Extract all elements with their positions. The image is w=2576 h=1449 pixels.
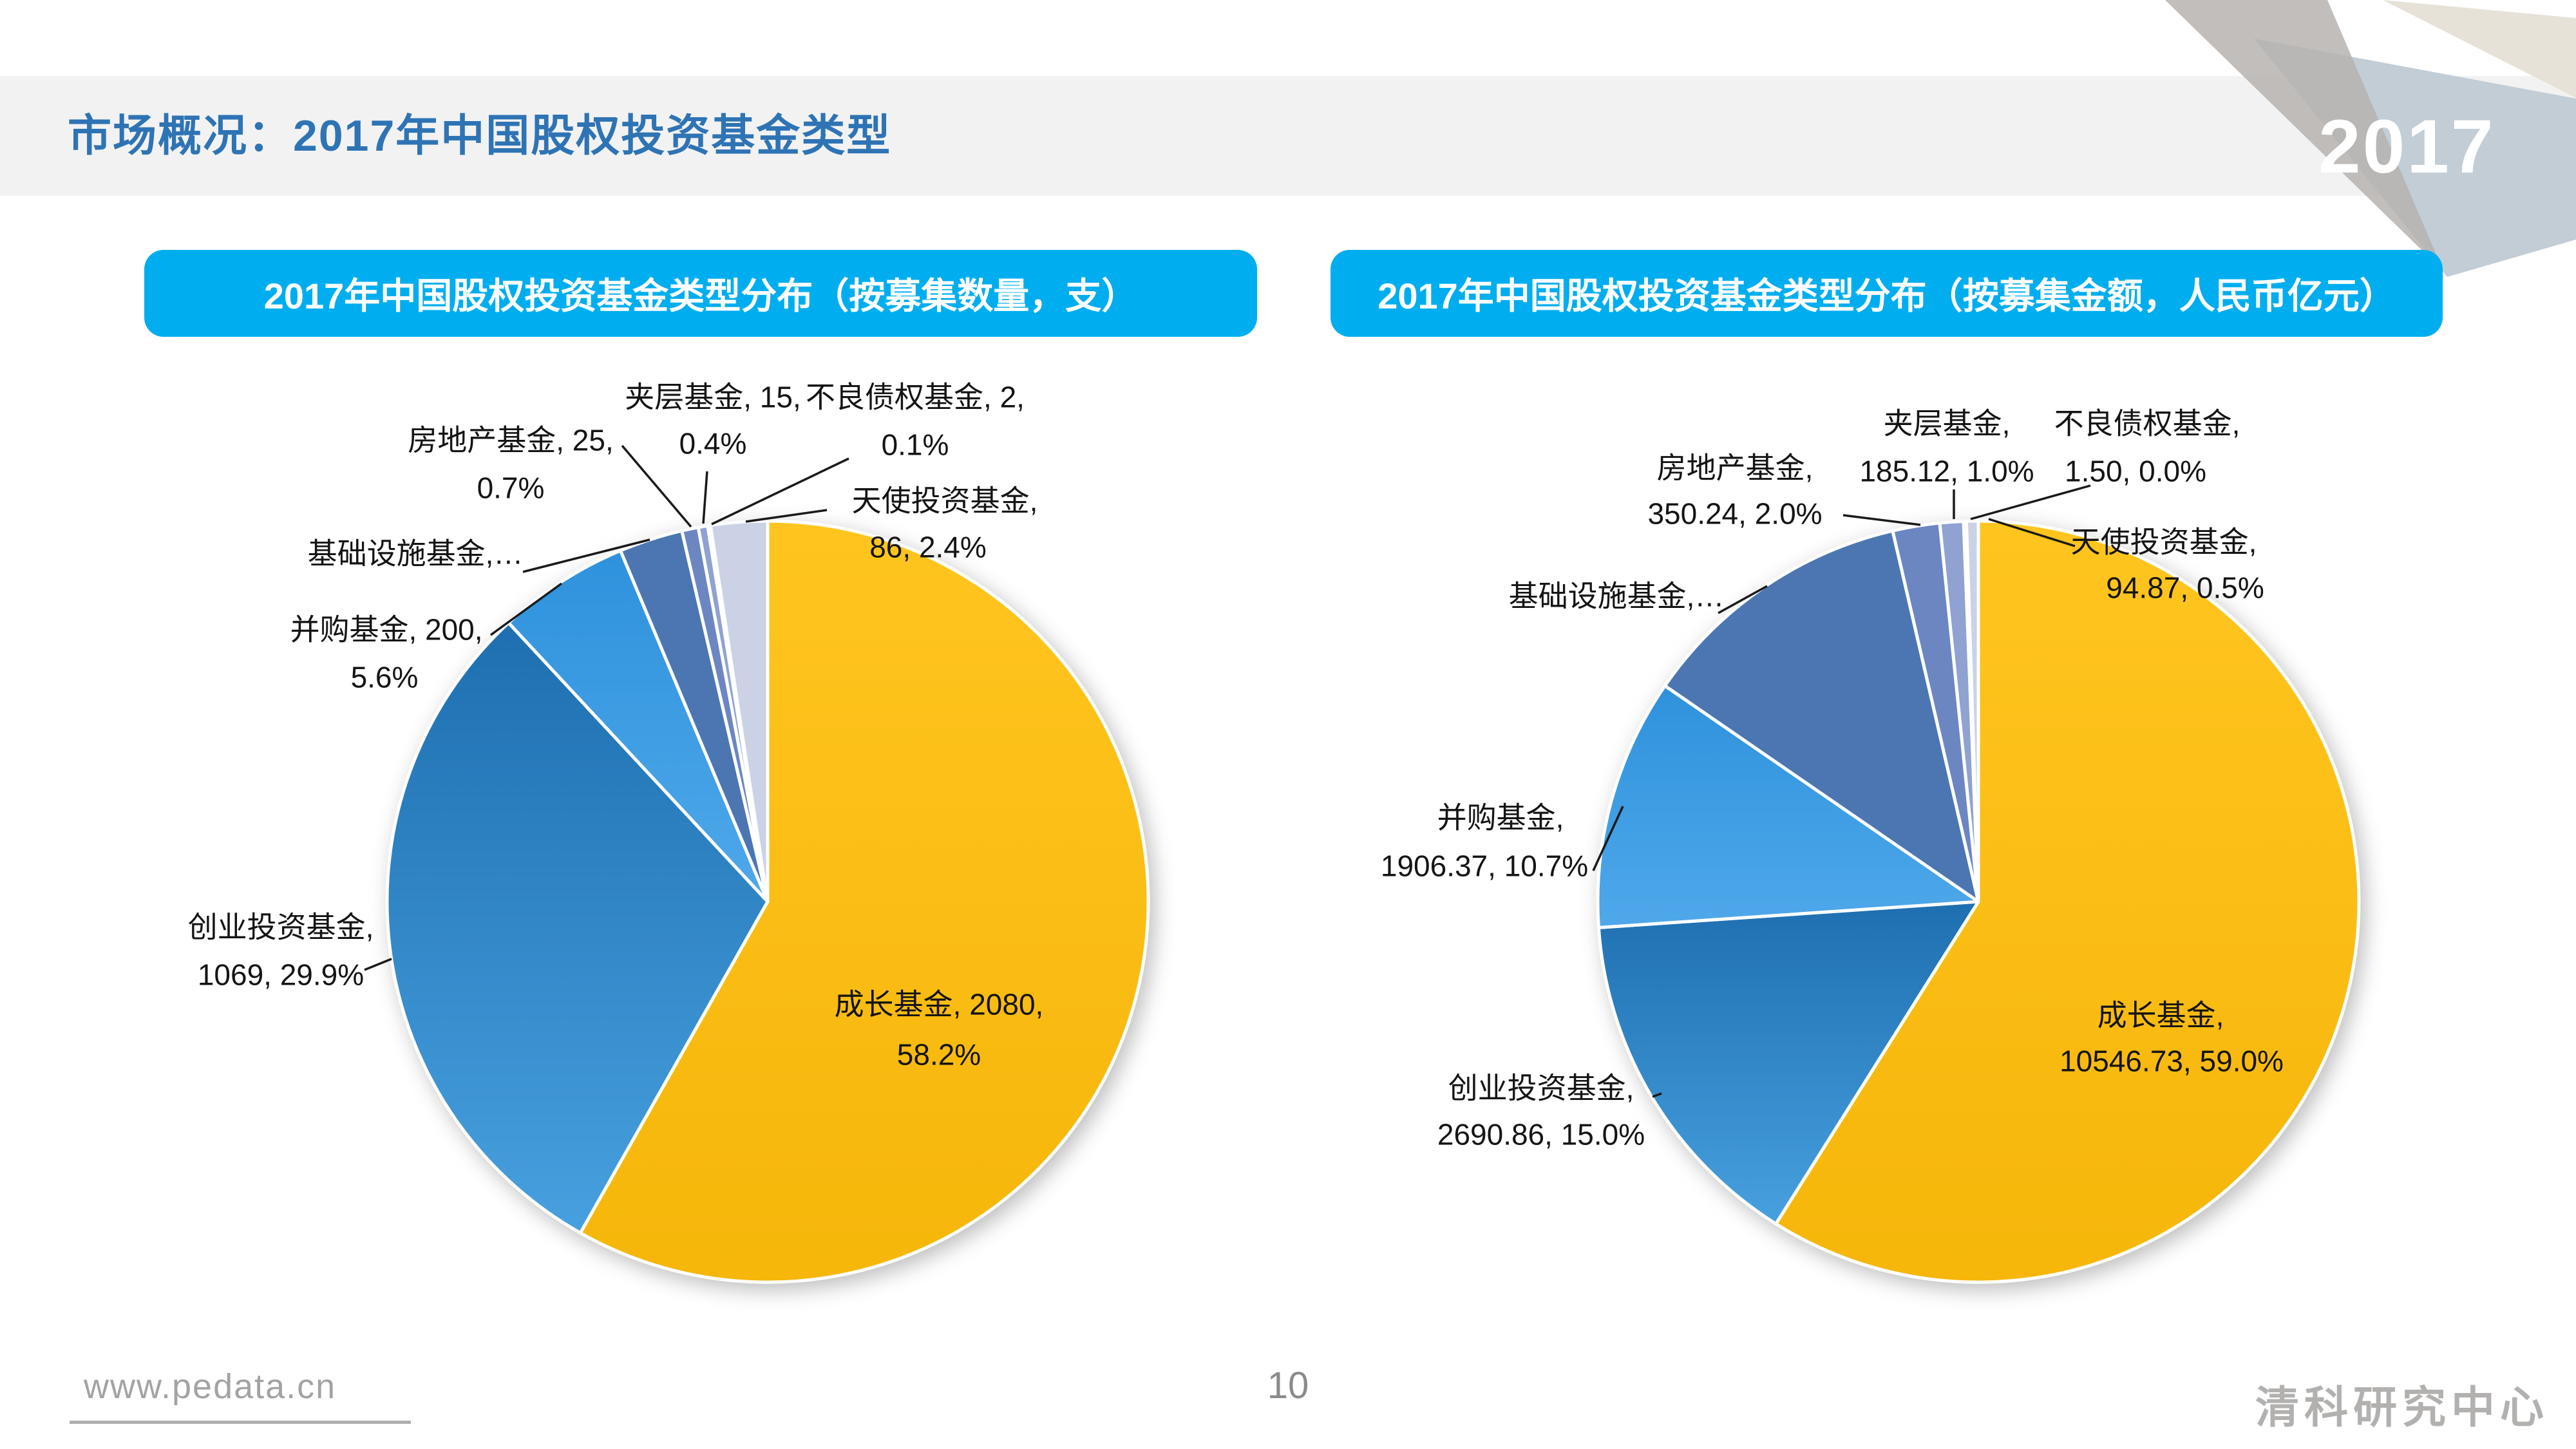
pie-slice-成长基金 (578, 519, 1150, 1284)
chart-title-bar-left: 2017年中国股权投资基金类型分布（按募集数量，支） (144, 250, 1257, 337)
callout-leader-lines (364, 444, 2091, 1098)
pie-callout-label: 2690.86, 15.0% (1437, 1117, 1645, 1151)
pie-callout-label: 房地产基金, (1656, 451, 1814, 485)
pie-callout-label: 创业投资基金, (1448, 1071, 1634, 1105)
footer-page-number: 10 (1267, 1365, 1309, 1406)
pie-callout-label: 0.7% (477, 471, 545, 505)
pie-callout-label: 86, 2.4% (869, 530, 987, 564)
pie-slice-创业投资基金 (1596, 900, 1980, 1226)
pie-slice-天使投资基金 (708, 519, 770, 904)
callout-leader-line (621, 444, 692, 528)
pie-callout-label: 1069, 29.9% (197, 958, 365, 992)
pie-callout-label: 185.12, 1.0% (1859, 454, 2034, 488)
callout-leader-line (1970, 484, 2091, 520)
pie-slice-天使投资基金 (1964, 519, 1980, 904)
pie-callout-label: 并购基金, (1437, 800, 1564, 835)
pie-callout-label: 基础设施基金,… (1508, 579, 1725, 613)
callout-leader-line (1592, 806, 1624, 871)
pie-callout-label: 天使投资基金, (2070, 525, 2257, 559)
pie-callout-label: 0.1% (881, 428, 949, 462)
callout-leader-line (745, 509, 828, 523)
pie-callout-label: 不良债权基金, 2, (806, 380, 1025, 414)
pie-callout-label: 58.2% (896, 1037, 981, 1072)
callout-leader-line (1652, 1092, 1662, 1098)
year-badge: 2017 (2318, 104, 2496, 189)
beige-triangle (2383, 0, 2576, 98)
pie-callout-label: 夹层基金, (1883, 406, 2011, 440)
pie-callout-label: 基础设施基金,… (307, 536, 524, 571)
footer-divider (70, 1421, 411, 1424)
pie-callout-label: 成长基金, (2097, 998, 2224, 1032)
pie-callout-label: 10546.73, 59.0% (2060, 1044, 2284, 1078)
callout-leader-line (522, 538, 650, 573)
pie-slice-成长基金 (1774, 519, 2361, 1284)
callout-leader-line (1718, 585, 1768, 614)
pie-callout-label: 5.6% (350, 660, 419, 694)
pie-callout-label: 1.50, 0.0% (2065, 454, 2206, 488)
pie-callout-label: 350.24, 2.0% (1647, 497, 1823, 531)
footer-website: www.pedata.cn (84, 1367, 337, 1406)
pie-slice-并购基金 (1596, 684, 1980, 929)
footer-brand-logo: 清科研究中心 (2255, 1383, 2549, 1432)
pie-chart-right (1596, 519, 2361, 1284)
pie-callout-label: 并购基金, 200, (290, 612, 483, 647)
pie-callout-label: 1906.37, 10.7% (1380, 849, 1589, 883)
pie-callout-label: 房地产基金, 25, (408, 423, 614, 457)
page-title: 市场概况：2017年中国股权投资基金类型 (68, 111, 892, 160)
callout-leader-line (1842, 514, 1921, 526)
pie-callout-label: 成长基金, 2080, (834, 987, 1044, 1021)
pie-callout-label: 94.87, 0.5% (2106, 571, 2264, 605)
pie-callout-label: 创业投资基金, (187, 910, 374, 944)
callout-leader-line (711, 457, 849, 526)
callout-leader-line (1988, 518, 2076, 547)
pie-slice-创业投资基金 (385, 621, 770, 1235)
pie-callout-label: 不良债权基金, (2054, 406, 2240, 440)
callout-leader-line (364, 958, 392, 971)
callout-leader-line (489, 582, 563, 636)
callout-leader-line (702, 471, 708, 524)
pie-chart-left (385, 519, 1150, 1284)
pie-callout-label: 0.4% (679, 426, 747, 460)
pie-callout-label: 夹层基金, 15, (625, 380, 801, 414)
gray-triangle (2165, 0, 2443, 271)
header-band (0, 76, 2576, 196)
pie-callout-label: 天使投资基金, (851, 484, 1038, 518)
chart-title-bar-right: 2017年中国股权投资基金类型分布（按募集金额，人民币亿元） (1331, 250, 2443, 337)
